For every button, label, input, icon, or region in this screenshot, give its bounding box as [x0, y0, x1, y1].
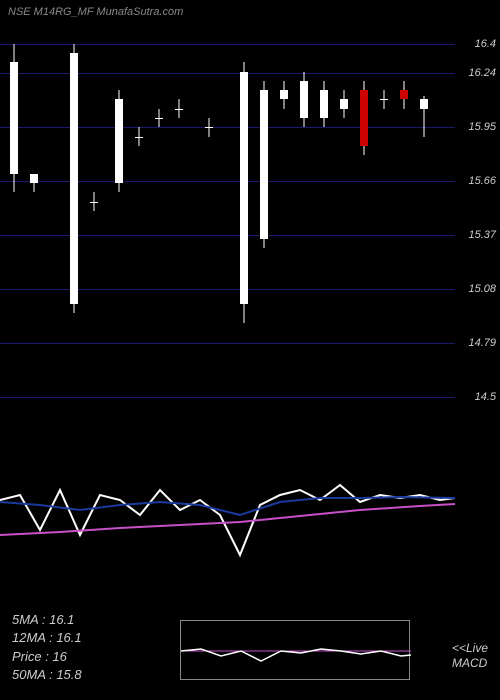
candle — [135, 25, 143, 425]
candle — [155, 25, 163, 425]
candle-body — [155, 118, 163, 119]
candle-body — [90, 202, 98, 203]
price-stat: Price : 16 — [12, 648, 82, 666]
macd-label-live: <<Live — [452, 641, 488, 655]
macd-svg — [181, 621, 411, 681]
candle — [400, 25, 408, 425]
candle — [70, 25, 78, 425]
candle — [260, 25, 268, 425]
stats-block: 5MA : 16.1 12MA : 16.1 Price : 16 50MA :… — [12, 611, 82, 684]
candle-body — [320, 90, 328, 118]
price-chart: 14.5 14.79 15.08 15.37 15.66 15.95 16.24 16.4 — [0, 25, 500, 425]
candle-body — [400, 90, 408, 99]
grid-label: 16.4 — [475, 38, 496, 50]
grid-label: 14.79 — [468, 337, 496, 349]
grid-label: 15.95 — [468, 121, 496, 133]
ma50-stat: 50MA : 15.8 — [12, 666, 82, 684]
candle — [10, 25, 18, 425]
candle — [420, 25, 428, 425]
candle-body — [360, 90, 368, 146]
candle — [280, 25, 288, 425]
candle-body — [300, 81, 308, 118]
candle-body — [175, 109, 183, 110]
candle — [340, 25, 348, 425]
ma5-stat: 5MA : 16.1 — [12, 611, 82, 629]
candle-body — [205, 127, 213, 128]
candle — [115, 25, 123, 425]
candle — [300, 25, 308, 425]
candle — [380, 25, 388, 425]
candle-body — [420, 99, 428, 108]
candle-body — [115, 99, 123, 183]
indicator-line-fast — [0, 485, 455, 555]
candle-body — [70, 53, 78, 304]
macd-inset — [180, 620, 410, 680]
candle — [30, 25, 38, 425]
candle-body — [240, 72, 248, 305]
candle — [360, 25, 368, 425]
grid-label: 15.66 — [468, 175, 496, 187]
grid-label: 15.08 — [468, 283, 496, 295]
candle — [175, 25, 183, 425]
candle-body — [135, 137, 143, 138]
candle-body — [10, 62, 18, 174]
candle — [90, 25, 98, 425]
candle-body — [340, 99, 348, 108]
candle-body — [30, 174, 38, 183]
macd-label: <<Live MACD — [452, 641, 488, 670]
grid-label: 14.5 — [475, 391, 496, 403]
macd-label-macd: MACD — [452, 656, 488, 670]
indicator-chart — [0, 440, 500, 580]
indicator-line-ma_mid — [0, 497, 455, 515]
chart-title: NSE M14RG_MF MunafaSutra.com — [8, 6, 183, 18]
grid-label: 15.37 — [468, 229, 496, 241]
indicator-svg — [0, 440, 500, 580]
ma12-stat: 12MA : 16.1 — [12, 629, 82, 647]
grid-label: 16.24 — [468, 67, 496, 79]
candle — [205, 25, 213, 425]
candle-body — [380, 99, 388, 100]
candle-body — [280, 90, 288, 99]
candle — [240, 25, 248, 425]
candle-body — [260, 90, 268, 239]
candle — [320, 25, 328, 425]
